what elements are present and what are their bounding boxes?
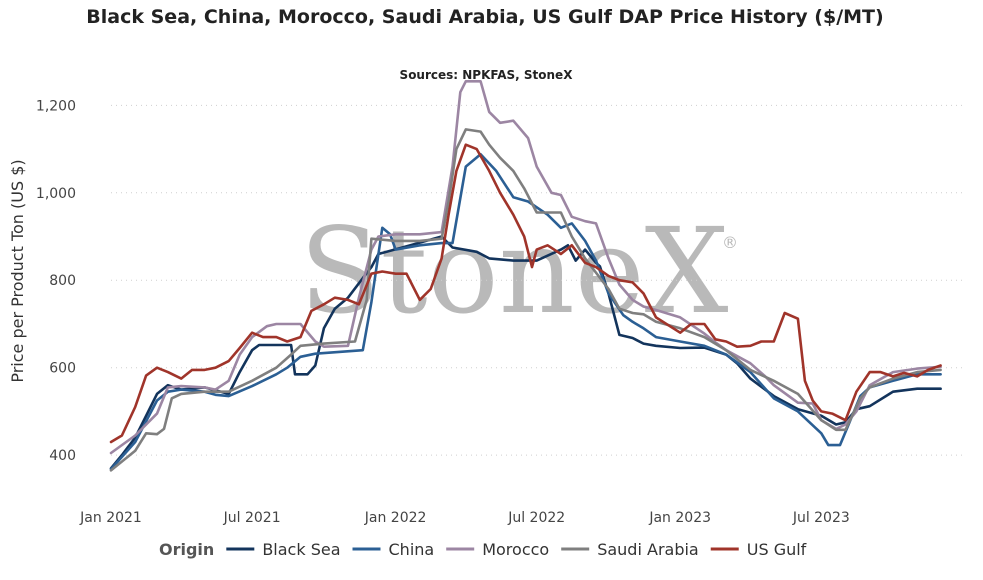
- legend-title: Origin: [159, 540, 214, 559]
- y-axis-label: Price per Product Ton (US $): [8, 159, 27, 382]
- watermark-registered-mark: ®: [722, 233, 738, 252]
- x-tick-label: Jan 2022: [364, 510, 427, 526]
- legend-label-us-gulf: US Gulf: [747, 540, 807, 559]
- x-tick-label: Jul 2023: [792, 510, 850, 526]
- legend-label-morocco: Morocco: [482, 540, 549, 559]
- x-tick-label: Jul 2021: [223, 510, 281, 526]
- y-tick-label: 400: [49, 448, 76, 464]
- series-line-china: [109, 153, 942, 471]
- x-tick-label: Jan 2021: [79, 510, 142, 526]
- y-gridlines: [111, 104, 964, 456]
- chart-title: Black Sea, China, Morocco, Saudi Arabia,…: [86, 6, 883, 28]
- y-tick-label: 800: [49, 273, 76, 289]
- y-tick-label: 1,000: [36, 186, 76, 202]
- y-tick-label: 600: [49, 361, 76, 377]
- legend-label-china: China: [389, 540, 435, 559]
- y-tick-label: 1,200: [36, 98, 76, 114]
- legend: Origin Black Sea China Morocco Saudi Arabia U…: [159, 540, 807, 559]
- series-line-black-sea: [109, 235, 942, 470]
- x-axis-ticks: Jan 2021 Jul 2021 Jan 2022 Jul 2022 Jan 2023…: [79, 510, 850, 526]
- series-line-us-gulf: [109, 143, 942, 444]
- legend-label-black-sea: Black Sea: [262, 540, 340, 559]
- series-line-morocco: [109, 80, 942, 455]
- series-line-saudi-arabia: [109, 128, 942, 472]
- chart-subtitle: Sources: NPKFAS, StoneX: [400, 68, 574, 82]
- y-axis-ticks: 400 600 800 1,000 1,200: [36, 98, 76, 464]
- legend-label-saudi-arabia: Saudi Arabia: [597, 540, 699, 559]
- x-tick-label: Jan 2023: [648, 510, 711, 526]
- watermark-text: StoneX: [299, 202, 728, 340]
- x-tick-label: Jul 2022: [507, 510, 565, 526]
- series-lines: [109, 80, 942, 472]
